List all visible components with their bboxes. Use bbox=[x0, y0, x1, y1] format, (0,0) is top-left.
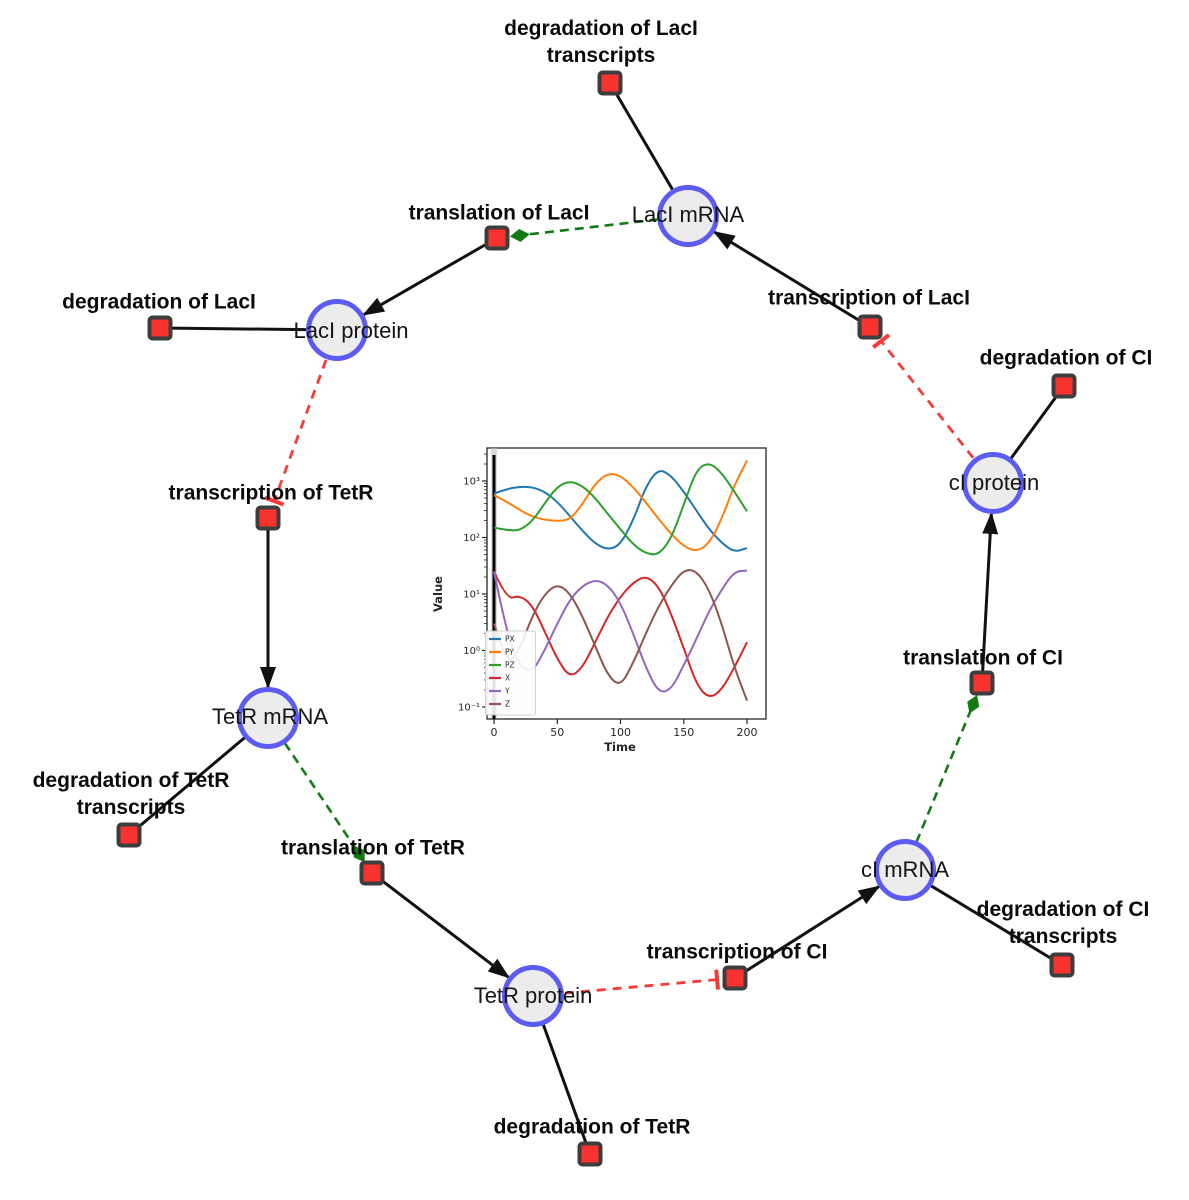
node-degradation-ci-transcripts[interactable] bbox=[1049, 952, 1075, 978]
label-translation-tetr: translation of TetR bbox=[281, 836, 465, 860]
legend-label-z: Z bbox=[505, 700, 510, 709]
label-tetr-protein: TetR protein bbox=[473, 983, 593, 1008]
label-line: degradation of LacI bbox=[504, 17, 698, 40]
node-translation-tetr[interactable] bbox=[359, 860, 385, 886]
label-line: transcripts bbox=[76, 796, 186, 819]
node-laci-protein[interactable] bbox=[306, 299, 368, 361]
label-line: transcripts bbox=[546, 44, 656, 67]
x-tick-0: 0 bbox=[491, 726, 498, 739]
x-tick-150: 150 bbox=[673, 726, 694, 739]
node-degradation-laci[interactable] bbox=[147, 315, 173, 341]
x-ticks bbox=[493, 719, 748, 724]
legend-label-px: PX bbox=[505, 635, 515, 644]
y-tick-1e3: 10³ bbox=[463, 477, 480, 488]
node-tetr-protein[interactable] bbox=[502, 965, 564, 1027]
chart-legend: PX PY PZ X Y Z bbox=[485, 630, 536, 716]
label-ci-protein: cI protein bbox=[948, 470, 1040, 495]
label-degradation-laci-transcripts: degradation of LacI transcripts bbox=[504, 15, 698, 69]
legend-box bbox=[485, 630, 536, 716]
legend-label-pz: PZ bbox=[505, 661, 515, 670]
edge-tetr-mrna-catalyzes-translation bbox=[266, 717, 365, 863]
label-degradation-tetr-transcripts: degradation of TetR transcripts bbox=[33, 767, 230, 821]
node-translation-ci[interactable] bbox=[969, 670, 995, 696]
label-transcription-ci: transcription of CI bbox=[646, 940, 828, 964]
label-translation-laci: translation of LacI bbox=[408, 201, 590, 225]
curve-pz bbox=[493, 463, 748, 556]
edge-translation-laci-to-laci-protein bbox=[362, 236, 498, 316]
edge-ci-protein-inhibits-transcription-laci bbox=[872, 333, 995, 484]
node-tetr-mrna[interactable] bbox=[237, 687, 299, 749]
label-ci-mrna: cI mRNA bbox=[861, 857, 949, 882]
node-ci-protein[interactable] bbox=[962, 452, 1024, 514]
y-tick-1e1: 10¹ bbox=[463, 590, 480, 601]
node-transcription-tetr[interactable] bbox=[255, 505, 281, 531]
y-tick-1e0: 10⁰ bbox=[463, 646, 480, 657]
curve-z bbox=[493, 569, 748, 701]
x-tick-50: 50 bbox=[550, 726, 564, 739]
label-degradation-ci-transcripts: degradation of CI transcripts bbox=[977, 896, 1150, 950]
time-series-inset-chart: 0 50 100 150 200 10³ 10² 10¹ 10⁰ 10⁻¹ Ti… bbox=[431, 447, 767, 754]
label-degradation-laci: degradation of LacI bbox=[62, 290, 256, 314]
y-tick-1e2: 10² bbox=[463, 533, 480, 544]
legend-label-py: PY bbox=[505, 648, 514, 657]
node-degradation-laci-transcripts[interactable] bbox=[597, 70, 623, 96]
node-degradation-ci[interactable] bbox=[1051, 373, 1077, 399]
label-translation-ci: translation of CI bbox=[903, 646, 1063, 670]
edge-translation-ci-to-ci-protein bbox=[980, 512, 999, 684]
curve-x bbox=[493, 571, 748, 698]
node-degradation-tetr[interactable] bbox=[577, 1141, 603, 1167]
label-degradation-tetr: degradation of TetR bbox=[493, 1115, 691, 1139]
node-transcription-ci[interactable] bbox=[722, 965, 748, 991]
label-laci-protein: LacI protein bbox=[293, 318, 409, 343]
label-transcription-tetr: transcription of TetR bbox=[168, 481, 374, 505]
edge-translation-tetr-to-tetr-protein bbox=[371, 871, 510, 979]
x-tick-100: 100 bbox=[610, 726, 631, 739]
curve-py bbox=[493, 460, 748, 552]
edge-laci-protein-inhibits-transcription-tetr bbox=[264, 329, 339, 507]
label-tetr-mrna: TetR mRNA bbox=[211, 704, 329, 729]
curve-px bbox=[493, 470, 748, 552]
y-axis-label: Value bbox=[431, 576, 445, 612]
curve-y bbox=[493, 569, 748, 693]
x-tick-200: 200 bbox=[737, 726, 758, 739]
x-axis-label: Time bbox=[604, 740, 636, 754]
legend-label-x: X bbox=[505, 674, 510, 683]
node-ci-mrna[interactable] bbox=[874, 839, 936, 901]
node-laci-mrna[interactable] bbox=[657, 185, 719, 247]
label-line: transcripts bbox=[1008, 925, 1118, 948]
series-curves bbox=[493, 460, 748, 701]
label-line: degradation of TetR bbox=[32, 769, 230, 792]
y-tick-1em1: 10⁻¹ bbox=[458, 703, 480, 714]
edge-transcription-laci-to-laci-mrna bbox=[712, 230, 871, 329]
label-line: degradation of CI bbox=[976, 898, 1150, 921]
label-transcription-laci: transcription of LacI bbox=[768, 286, 970, 310]
node-transcription-laci[interactable] bbox=[857, 314, 883, 340]
label-laci-mrna: LacI mRNA bbox=[631, 202, 745, 227]
legend-label-y: Y bbox=[504, 687, 510, 696]
node-translation-laci[interactable] bbox=[484, 225, 510, 251]
label-degradation-ci: degradation of CI bbox=[979, 346, 1153, 370]
node-degradation-tetr-transcripts[interactable] bbox=[116, 822, 142, 848]
edge-transcription-ci-to-ci-mrna bbox=[734, 885, 881, 980]
